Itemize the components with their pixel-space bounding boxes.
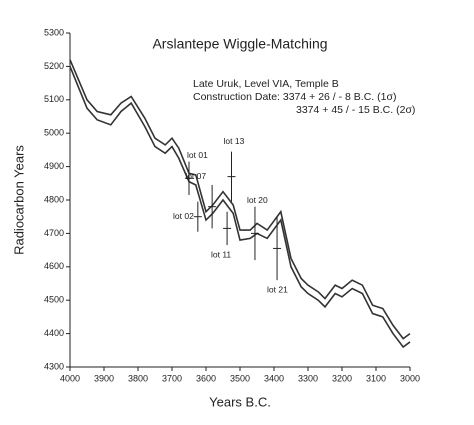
x-tick-label: 3000 xyxy=(400,373,420,383)
point-label: lot 02 xyxy=(173,211,194,221)
point-label: lot 07 xyxy=(185,171,206,181)
x-tick-label: 3600 xyxy=(196,373,216,383)
y-tick-label: 5100 xyxy=(44,94,64,104)
y-axis-title: Radiocarbon Years xyxy=(11,145,26,255)
y-tick-label: 4700 xyxy=(44,228,64,238)
x-tick-label: 3100 xyxy=(366,373,386,383)
point-label: lot 21 xyxy=(267,284,288,294)
annotation: Late Uruk, Level VIA, Temple B xyxy=(193,78,339,90)
x-tick-label: 3700 xyxy=(162,373,182,383)
y-tick-label: 4500 xyxy=(44,295,64,305)
point-label: lot 20 xyxy=(247,195,268,205)
y-tick-label: 4300 xyxy=(44,361,64,371)
y-tick-label: 5300 xyxy=(44,27,64,37)
chart-title: Arslantepe Wiggle-Matching xyxy=(152,36,327,52)
x-tick-label: 3200 xyxy=(332,373,352,383)
x-tick-label: 3800 xyxy=(128,373,148,383)
y-tick-label: 5200 xyxy=(44,61,64,71)
point-label: lot 11 xyxy=(211,249,231,259)
x-tick-label: 3500 xyxy=(230,373,250,383)
x-tick-label: 3900 xyxy=(94,373,114,383)
x-tick-label: 3400 xyxy=(264,373,284,383)
y-tick-label: 4800 xyxy=(44,194,64,204)
point-label: lot 13 xyxy=(224,136,245,146)
curve-line xyxy=(69,66,411,349)
x-tick-label: 4000 xyxy=(60,373,80,383)
x-axis-title: Years B.C. xyxy=(209,394,271,409)
annotation: 3374 + 45 / - 15 B.C. (2σ) xyxy=(296,104,415,116)
annotation: Construction Date: 3374 + 26 / - 8 B.C. … xyxy=(193,91,396,103)
y-tick-label: 4900 xyxy=(44,161,64,171)
y-tick-label: 5000 xyxy=(44,128,64,138)
y-tick-label: 4400 xyxy=(44,328,64,338)
y-tick-label: 4600 xyxy=(44,261,64,271)
curve-line xyxy=(69,59,411,340)
x-tick-label: 3300 xyxy=(298,373,318,383)
point-label: lot 01 xyxy=(187,150,208,160)
